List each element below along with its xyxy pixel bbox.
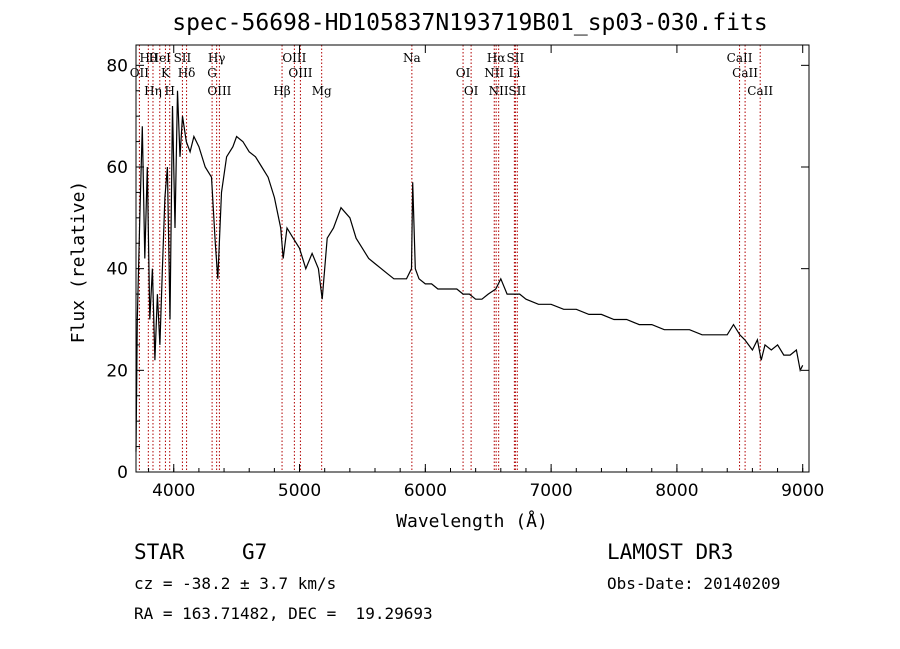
x-tick-label: 4000	[152, 481, 195, 501]
line-label-k: K	[161, 66, 171, 80]
line-label-hei: HeI	[149, 51, 172, 65]
line-label-hη: Hη	[144, 84, 162, 98]
line-label-sii: SII	[508, 84, 526, 98]
line-label-oi: OI	[456, 66, 471, 80]
x-axis-ticks: 4000 5000 6000 7000 8000 9000	[148, 45, 824, 501]
line-label-oiii: OIII	[282, 51, 306, 65]
spectrum-line	[135, 90, 804, 452]
spectral-type: G7	[242, 540, 268, 564]
line-label-oiii: OIII	[288, 66, 312, 80]
plot-frame	[135, 44, 810, 473]
line-label-oii: OII	[130, 66, 150, 80]
line-label-nii: NII	[484, 66, 504, 80]
line-label-caii: CaII	[732, 66, 758, 80]
line-label-hθ: Hθ	[139, 51, 157, 65]
x-axis-label: Wavelength (Å)	[396, 510, 548, 532]
x-tick-label: 8000	[655, 481, 698, 501]
survey-name: LAMOST DR3	[607, 540, 734, 564]
object-class: STAR	[134, 540, 185, 564]
line-label-h: H	[164, 84, 174, 98]
line-label-sii: SII	[174, 51, 192, 65]
redshift-value: cz = -38.2 ± 3.7 km/s	[134, 574, 337, 593]
coordinates: RA = 163.71482, DEC = 19.29693	[134, 604, 433, 623]
x-tick-label: 7000	[529, 481, 572, 501]
y-axis-ticks: 0 20 40 60 80	[106, 56, 809, 483]
line-label-caii: CaII	[727, 51, 753, 65]
line-label-nii: NII	[489, 84, 509, 98]
line-label-hγ: Hγ	[208, 51, 226, 65]
line-label-g: G	[207, 66, 217, 80]
y-tick-label: 60	[106, 158, 128, 178]
observation-date: Obs-Date: 20140209	[607, 574, 781, 593]
y-axis-label: Flux (relative)	[68, 181, 89, 344]
line-label-hα: Hα	[487, 51, 506, 65]
x-tick-label: 6000	[404, 481, 447, 501]
chart-title: spec-56698-HD105837N193719B01_sp03-030.f…	[172, 10, 767, 36]
y-tick-label: 40	[106, 260, 128, 280]
spectral-line-labels: HθOIIHηHeIKHSIIHδOIIIHγGHβOIIIOIIIMgNaOI…	[130, 51, 774, 98]
line-label-hδ: Hδ	[178, 66, 196, 80]
line-label-na: Na	[403, 51, 421, 65]
line-label-oi: OI	[464, 84, 479, 98]
y-tick-label: 20	[106, 361, 128, 381]
spectral-line-markers	[138, 45, 761, 472]
line-label-li: Li	[508, 66, 520, 80]
x-tick-label: 5000	[278, 481, 321, 501]
line-label-hβ: Hβ	[273, 84, 290, 98]
y-tick-label: 80	[106, 56, 128, 76]
x-tick-label: 9000	[781, 481, 824, 501]
y-tick-label: 0	[117, 463, 128, 483]
line-label-oiii: OIII	[207, 84, 231, 98]
line-label-mg: Mg	[312, 84, 332, 98]
line-label-sii: SII	[507, 51, 525, 65]
line-label-caii: CaII	[747, 84, 773, 98]
